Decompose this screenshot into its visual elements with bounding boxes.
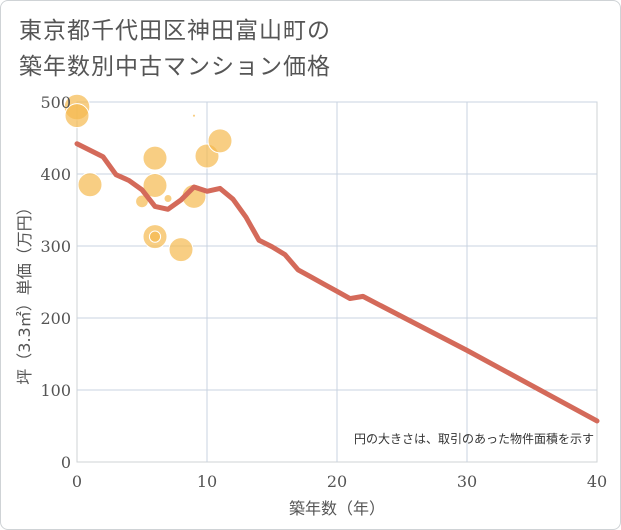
bubble-point <box>168 237 194 263</box>
bubble-point <box>142 145 168 171</box>
y-tick-label: 500 <box>40 93 71 112</box>
trend-series <box>74 141 600 424</box>
bubble-series <box>63 93 233 263</box>
chart-title: 東京都千代田区神田富山町の 築年数別中古マンション価格 <box>19 13 331 85</box>
y-axis-label: 坪（3.3㎡）単価（万円） <box>15 199 34 384</box>
y-tick-label: 100 <box>40 381 71 400</box>
y-tick-label: 400 <box>40 165 71 184</box>
trend-line <box>74 141 600 424</box>
x-tick-label: 0 <box>72 472 82 491</box>
bubble-point <box>64 103 90 129</box>
size-note: 円の大きさは、取引のあった物件面積を示す <box>354 431 594 446</box>
x-tick-label: 20 <box>327 472 347 491</box>
y-tick-label: 0 <box>61 453 71 472</box>
bubble-point <box>207 128 233 154</box>
bubble-point <box>148 230 162 243</box>
x-tick-label: 40 <box>587 472 607 491</box>
bubble-point <box>163 193 173 203</box>
bubble-point <box>191 113 197 118</box>
y-tick-label: 200 <box>40 309 71 328</box>
x-tick-label: 30 <box>457 472 477 491</box>
chart-title-line-1: 東京都千代田区神田富山町の <box>19 18 331 44</box>
y-tick-label: 300 <box>40 237 71 256</box>
bubble-point <box>77 172 103 198</box>
x-axis-label: 築年数（年） <box>289 499 385 518</box>
chart-title-line-2: 築年数別中古マンション価格 <box>19 54 331 80</box>
bubble-point <box>142 173 168 199</box>
x-tick-label: 10 <box>197 472 217 491</box>
